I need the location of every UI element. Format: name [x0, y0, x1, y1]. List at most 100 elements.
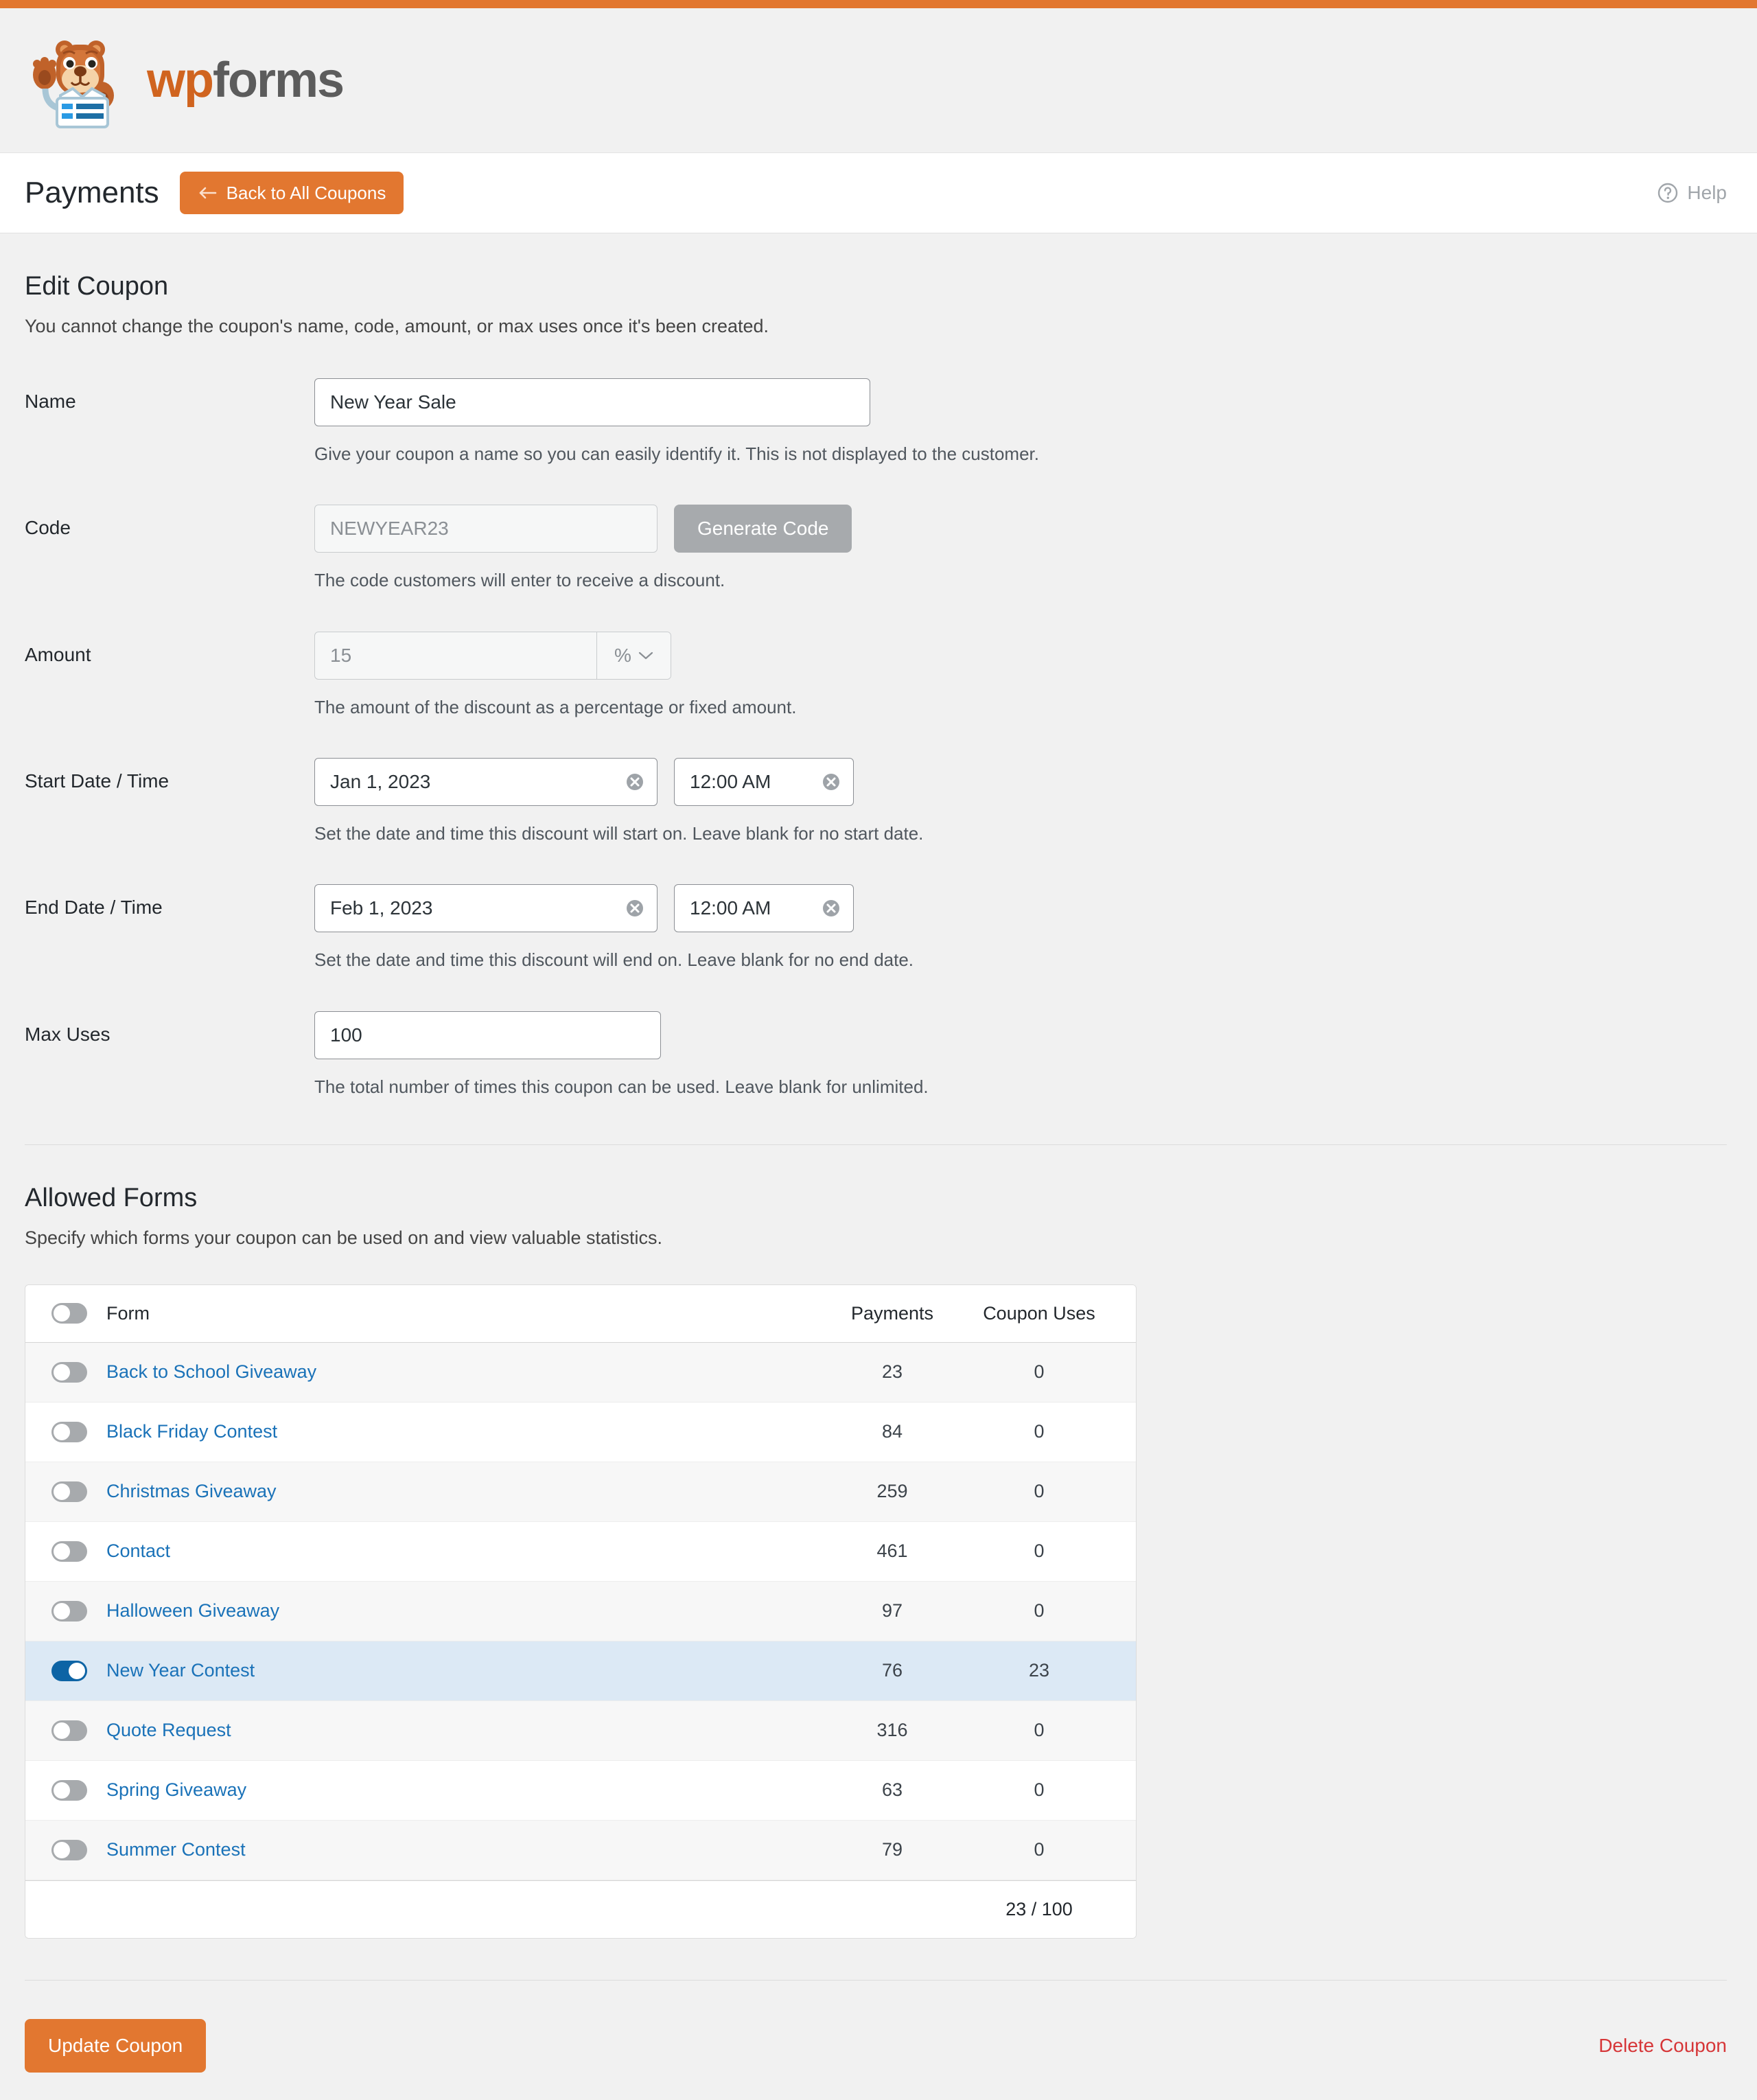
form-coupon-uses-cell: 0 — [1034, 1481, 1045, 1502]
max-uses-input[interactable] — [314, 1011, 661, 1059]
code-label: Code — [25, 517, 71, 539]
end-date-input[interactable] — [314, 884, 658, 933]
update-coupon-button[interactable]: Update Coupon — [25, 2018, 207, 2073]
form-name-cell: Christmas Giveaway — [106, 1481, 819, 1502]
start-time-input[interactable] — [674, 757, 854, 806]
start-datetime-label: Start Date / Time — [25, 770, 170, 792]
toggle-knob — [54, 1602, 70, 1619]
help-link[interactable]: Help — [1657, 182, 1727, 204]
form-name-cell: Summer Contest — [106, 1839, 819, 1860]
bottom-divider — [25, 1979, 1727, 1981]
form-name-link[interactable]: Back to School Giveaway — [106, 1361, 317, 1383]
form-coupon-uses-cell: 0 — [1034, 1720, 1045, 1741]
form-name-link[interactable]: Contact — [106, 1541, 171, 1562]
wordmark-forms: forms — [212, 53, 345, 108]
toggle-knob — [54, 1841, 70, 1858]
form-enable-toggle[interactable] — [51, 1839, 87, 1860]
amount-type-select[interactable]: % — [596, 632, 671, 679]
amount-input[interactable] — [315, 632, 596, 679]
table-row[interactable]: Spring Giveaway 63 0 — [25, 1761, 1136, 1821]
form-enable-toggle[interactable] — [51, 1660, 87, 1681]
form-coupon-uses-cell: 0 — [1034, 1361, 1045, 1383]
name-input[interactable] — [314, 378, 870, 426]
toggle-knob — [54, 1423, 70, 1440]
clear-circle-x-icon[interactable] — [821, 898, 841, 919]
form-enable-toggle[interactable] — [51, 1541, 87, 1562]
form-enable-toggle[interactable] — [51, 1779, 87, 1801]
table-row[interactable]: Back to School Giveaway 23 0 — [25, 1342, 1136, 1403]
toggle-all-forms[interactable] — [51, 1303, 87, 1324]
form-name-link[interactable]: Spring Giveaway — [106, 1779, 247, 1801]
page-title-bar: Payments Back to All Coupons Help — [0, 152, 1757, 233]
form-enable-toggle[interactable] — [51, 1421, 87, 1442]
table-row[interactable]: Contact 461 0 — [25, 1522, 1136, 1582]
toggle-knob — [69, 1662, 85, 1679]
table-row[interactable]: Black Friday Contest 84 0 — [25, 1403, 1136, 1462]
form-payments-cell: 97 — [881, 1600, 903, 1622]
field-row-end-datetime: End Date / Time Set t — [25, 884, 1727, 972]
form-name-cell: Black Friday Contest — [106, 1421, 819, 1442]
start-date-field — [314, 757, 658, 806]
amount-label: Amount — [25, 643, 91, 665]
table-row[interactable]: Quote Request 316 0 — [25, 1700, 1136, 1761]
form-enable-toggle[interactable] — [51, 1361, 87, 1383]
end-time-field — [674, 884, 854, 933]
allowed-forms-description: Specify which forms your coupon can be u… — [25, 1227, 662, 1249]
end-date-field — [314, 884, 658, 933]
form-name-cell: Spring Giveaway — [106, 1779, 819, 1801]
table-row[interactable]: New Year Contest 76 23 — [25, 1641, 1136, 1701]
wordmark-wp: wp — [147, 53, 214, 108]
form-name-link[interactable]: Quote Request — [106, 1720, 231, 1741]
code-input[interactable] — [314, 505, 658, 553]
form-payments-cell: 76 — [881, 1660, 903, 1681]
section-divider — [25, 1144, 1727, 1146]
form-payments-cell: 84 — [881, 1421, 903, 1442]
form-name-link[interactable]: Summer Contest — [106, 1839, 246, 1860]
back-to-all-coupons-button[interactable]: Back to All Coupons — [179, 172, 404, 214]
form-coupon-uses-cell: 0 — [1034, 1600, 1045, 1622]
delete-coupon-link[interactable]: Delete Coupon — [1598, 2034, 1727, 2056]
edit-coupon-section-header: Edit Coupon You cannot change the coupon… — [25, 233, 1727, 340]
toggle-knob — [54, 1483, 70, 1500]
form-name-cell: Back to School Giveaway — [106, 1361, 819, 1383]
back-to-all-coupons-label: Back to All Coupons — [226, 182, 386, 203]
start-date-input[interactable] — [314, 757, 658, 806]
form-name-link[interactable]: New Year Contest — [106, 1660, 255, 1681]
form-actions: Update Coupon Delete Coupon — [25, 2018, 1727, 2073]
form-name-link[interactable]: Black Friday Contest — [106, 1421, 278, 1442]
form-enable-toggle[interactable] — [51, 1600, 87, 1622]
form-enable-toggle[interactable] — [51, 1720, 87, 1741]
clear-circle-x-icon[interactable] — [625, 772, 645, 792]
form-coupon-uses-cell: 0 — [1034, 1839, 1045, 1860]
table-row[interactable]: Halloween Giveaway 97 0 — [25, 1581, 1136, 1641]
form-name-link[interactable]: Halloween Giveaway — [106, 1600, 280, 1622]
name-help-text: Give your coupon a name so you can easil… — [314, 443, 1039, 464]
field-row-name: Name Give your coupon a name so you can … — [25, 378, 1727, 466]
form-coupon-uses-cell: 0 — [1034, 1541, 1045, 1562]
clear-circle-x-icon[interactable] — [821, 772, 841, 792]
max-uses-help-text: The total number of times this coupon ca… — [314, 1076, 929, 1097]
start-datetime-help-text: Set the date and time this discount will… — [314, 822, 924, 844]
arrow-left-icon — [199, 187, 216, 199]
toggle-knob — [54, 1305, 70, 1322]
table-header-row: Form Payments Coupon Uses — [25, 1284, 1136, 1343]
form-enable-toggle[interactable] — [51, 1481, 87, 1502]
form-name-cell: New Year Contest — [106, 1660, 819, 1681]
table-row[interactable]: Christmas Giveaway 259 0 — [25, 1462, 1136, 1522]
table-row[interactable]: Summer Contest 79 0 — [25, 1820, 1136, 1880]
form-payments-cell: 259 — [876, 1481, 908, 1502]
allowed-forms-title: Allowed Forms — [25, 1184, 198, 1213]
chevron-down-icon — [638, 651, 653, 659]
help-label: Help — [1687, 182, 1727, 203]
form-coupon-uses-cell: 0 — [1034, 1421, 1045, 1442]
field-row-amount: Amount % The amount of the discount as a… — [25, 631, 1727, 719]
name-label: Name — [25, 390, 76, 412]
wpforms-bear-logo-icon — [33, 41, 114, 128]
generate-code-button[interactable]: Generate Code — [674, 505, 852, 553]
column-header-coupon-uses: Coupon Uses — [983, 1302, 1095, 1324]
form-name-cell: Contact — [106, 1541, 819, 1562]
field-row-code: Code Generate Code The code customers wi… — [25, 505, 1727, 592]
form-name-cell: Quote Request — [106, 1720, 819, 1741]
clear-circle-x-icon[interactable] — [625, 898, 645, 919]
form-name-link[interactable]: Christmas Giveaway — [106, 1481, 277, 1502]
